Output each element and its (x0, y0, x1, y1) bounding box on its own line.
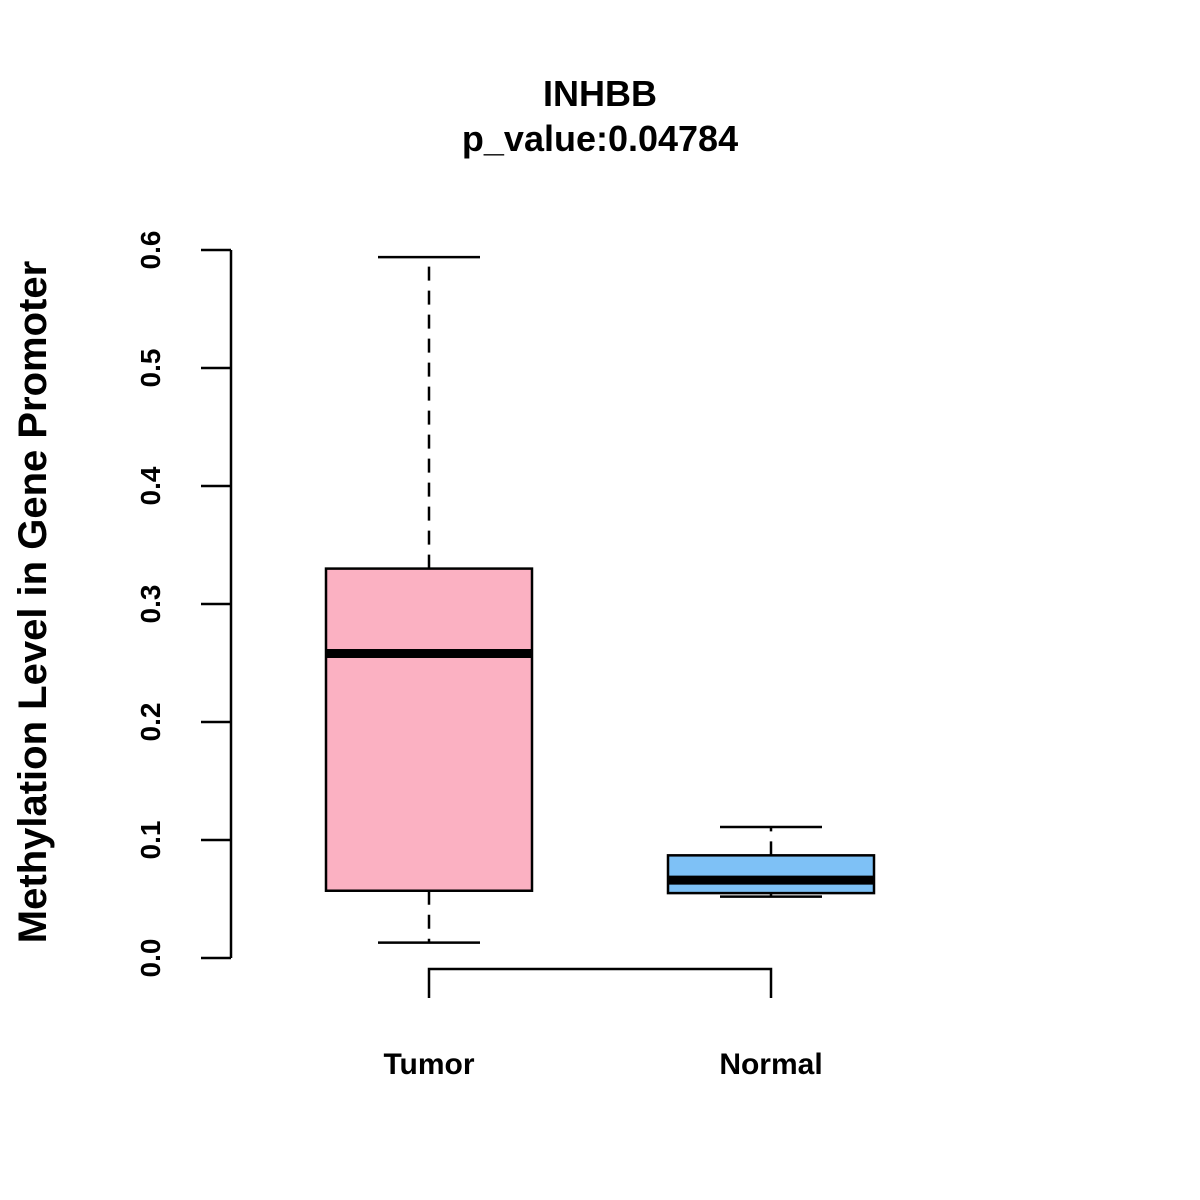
y-tick-label-5: 0.5 (135, 349, 166, 388)
normal-category-label: Normal (719, 1048, 822, 1081)
tumor-category-label: Tumor (383, 1048, 474, 1081)
y-tick-label-4: 0.4 (135, 466, 166, 505)
chart-subtitle: p_value:0.04784 (462, 118, 738, 159)
plot-area: 0.0 0.1 0.2 0.3 0.4 0.5 0.6 Tumor Normal (135, 231, 876, 1081)
tumor-box (324, 567, 534, 892)
significance-bracket (427, 967, 773, 998)
normal-box (666, 854, 876, 895)
y-axis-label: Methylation Level in Gene Promoter (11, 261, 55, 943)
y-tick-label-6: 0.6 (135, 231, 166, 270)
chart-title: INHBB (543, 73, 657, 114)
y-tick-label-1: 0.1 (135, 821, 166, 860)
y-tick-label-3: 0.3 (135, 585, 166, 624)
y-tick-label-0: 0.0 (135, 939, 166, 978)
y-tick-label-2: 0.2 (135, 703, 166, 742)
